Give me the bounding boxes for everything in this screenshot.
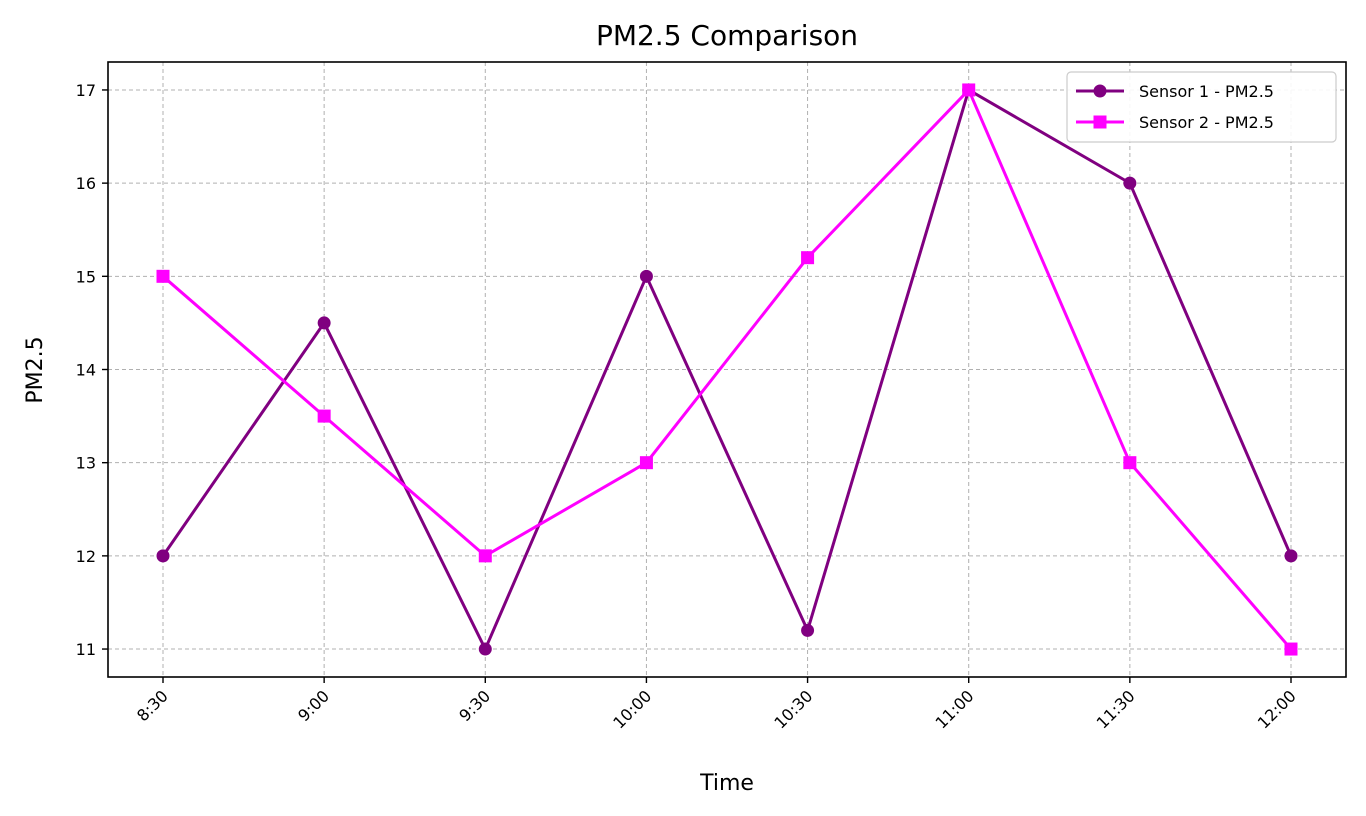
data-point <box>156 549 170 563</box>
x-axis-label: Time <box>699 771 754 796</box>
data-point <box>478 549 492 563</box>
chart-title: PM2.5 Comparison <box>596 19 858 52</box>
y-tick-label: 17 <box>76 81 96 100</box>
data-point <box>156 269 170 283</box>
legend-label-sensor-1: Sensor 1 - PM2.5 <box>1139 82 1274 101</box>
data-point <box>639 456 653 470</box>
series-layer <box>156 83 1298 656</box>
legend: Sensor 1 - PM2.5 Sensor 2 - PM2.5 <box>1066 71 1337 143</box>
y-tick-label: 12 <box>76 547 96 566</box>
data-point <box>478 642 492 656</box>
y-tick-label: 15 <box>76 267 96 286</box>
legend-box <box>1066 71 1337 143</box>
y-tick-label: 11 <box>76 640 96 659</box>
y-tick-label: 13 <box>76 454 96 473</box>
data-point <box>317 409 331 423</box>
legend-marker-sensor-2 <box>1093 115 1107 129</box>
series-line-2 <box>162 88 1293 651</box>
data-point <box>1123 456 1137 470</box>
data-point <box>1284 642 1298 656</box>
data-point <box>1284 549 1298 563</box>
data-point <box>639 269 653 283</box>
data-point <box>801 251 815 265</box>
data-point <box>962 83 976 97</box>
data-point <box>317 316 331 330</box>
series-2 <box>156 83 1298 656</box>
series-line-1 <box>161 88 1293 651</box>
data-point <box>801 623 815 637</box>
y-tick-label: 14 <box>76 361 96 380</box>
y-axis-label: PM2.5 <box>23 336 48 403</box>
legend-marker-sensor-1 <box>1093 84 1107 98</box>
y-tick-label: 16 <box>76 174 96 193</box>
legend-label-sensor-2: Sensor 2 - PM2.5 <box>1139 113 1274 132</box>
data-point <box>1123 176 1137 190</box>
